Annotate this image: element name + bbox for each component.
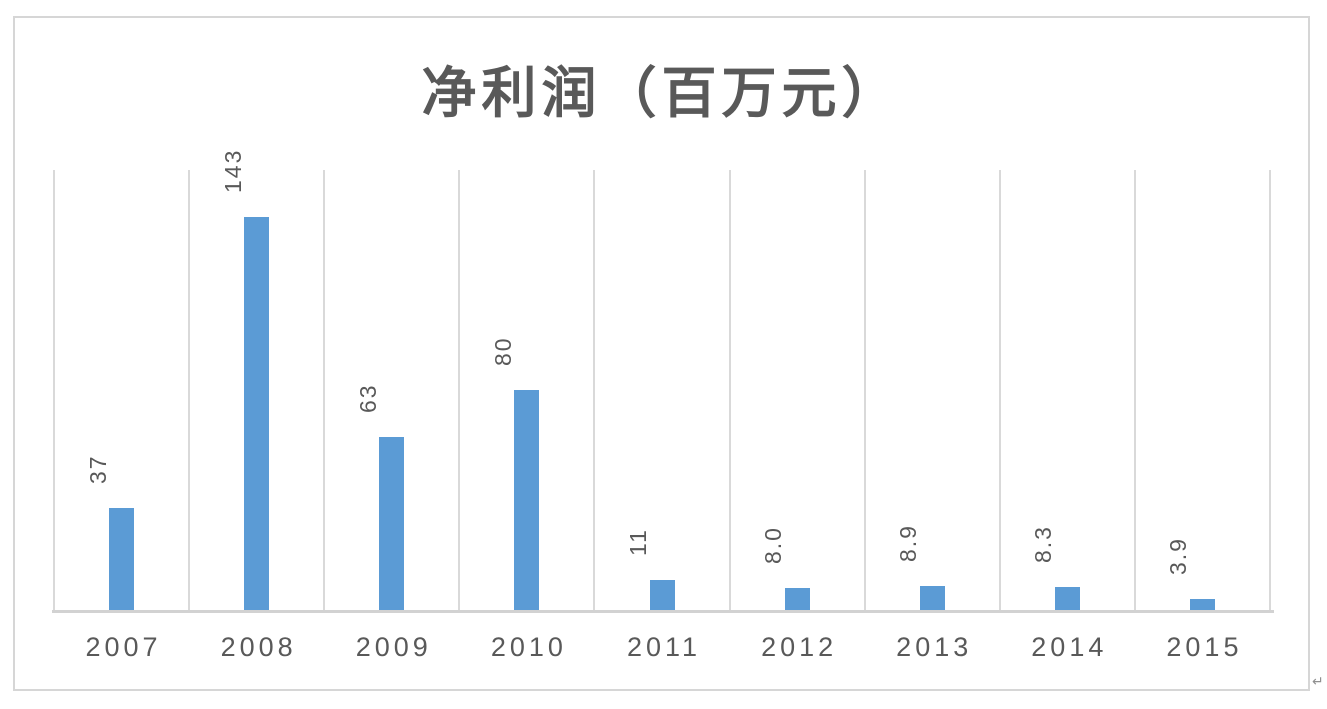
gridline: [1133, 170, 1136, 610]
bar: [379, 436, 405, 610]
gridline: [53, 170, 55, 610]
x-axis-line: [52, 610, 1274, 613]
gridline: [458, 170, 461, 610]
bar: [109, 508, 135, 610]
x-tick-label: 2014: [1031, 632, 1108, 662]
bar: [649, 579, 675, 610]
bar: [514, 390, 540, 610]
bar: [919, 585, 945, 610]
x-tick-label: 2011: [626, 632, 702, 662]
x-axis-labels: 2007 2008 2009 2010 2011 2012 2013 2014 2015: [54, 632, 1270, 674]
x-tick-label: 2012: [761, 632, 838, 662]
bar: [784, 588, 810, 610]
x-tick-label: 2007: [85, 632, 162, 662]
bar-value-label: 3.9: [1165, 537, 1192, 576]
paragraph-mark-icon: ↵: [1312, 674, 1324, 690]
x-tick-label: 2015: [1166, 632, 1243, 662]
gridline: [998, 170, 1001, 610]
x-tick-label: 2013: [896, 632, 973, 662]
bar-value-label: 63: [354, 383, 381, 413]
chart-title: 净利润（百万元）: [421, 60, 902, 125]
gridline: [728, 170, 731, 610]
bar-value-label: 143: [219, 148, 246, 193]
bar-value-label: 11: [625, 527, 651, 556]
gridline: [323, 170, 326, 610]
gridline: [188, 170, 191, 610]
gridline: [1269, 170, 1271, 610]
bar-value-label: 37: [84, 454, 111, 485]
gridline: [863, 170, 866, 610]
bar: [244, 216, 270, 610]
x-tick-label: 2010: [490, 632, 567, 662]
bar-value-label: 8.3: [1030, 525, 1057, 564]
bar-value-label: 8.9: [895, 523, 922, 562]
bar: [1054, 587, 1080, 610]
x-tick-label: 2008: [220, 632, 297, 662]
plot-area: 37 143 63 80 11 8.0 8.9 8.3 3.9: [52, 148, 1274, 613]
x-tick-label: 2009: [355, 632, 432, 662]
gridline: [593, 170, 596, 610]
bar: [1189, 599, 1215, 610]
bar-value-label: 8.0: [760, 526, 787, 564]
bar-value-label: 80: [489, 336, 516, 366]
chart-frame: 净利润（百万元） 37 143 63 80 11 8.0 8.9 8.3 3.9 2007 200…: [13, 16, 1310, 691]
